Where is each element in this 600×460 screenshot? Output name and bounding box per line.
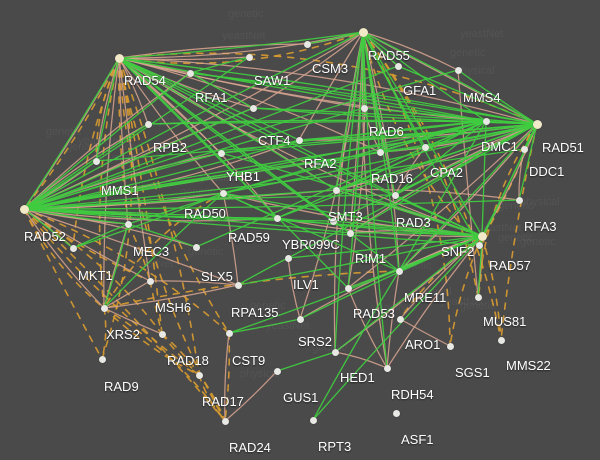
graph-node-mec3[interactable] [124, 220, 132, 228]
graph-node-rad9[interactable] [98, 355, 106, 363]
graph-node-rfa1[interactable] [186, 69, 194, 77]
graph-node-xrs2[interactable] [100, 304, 108, 312]
graph-node-hed1[interactable] [331, 348, 339, 356]
graph-node-mus81[interactable] [474, 293, 482, 301]
graph-node-gus1[interactable] [273, 367, 281, 375]
graph-node-rad3[interactable] [391, 191, 399, 199]
graph-node-rad55[interactable] [358, 27, 368, 37]
graph-node-csm3[interactable] [303, 40, 311, 48]
graph-node-yhb1[interactable] [217, 149, 225, 157]
graph-node-rad6[interactable] [360, 104, 368, 112]
graph-node-rfa3[interactable] [515, 196, 523, 204]
graph-node-rpb2[interactable] [144, 120, 152, 128]
graph-node-asf1[interactable] [392, 409, 400, 417]
graph-node-rad17[interactable] [195, 371, 203, 379]
graph-node-srs2[interactable] [296, 315, 304, 323]
graph-node-aro1[interactable] [396, 315, 404, 323]
graph-node-ctf4[interactable] [249, 104, 257, 112]
graph-node-rad18[interactable] [158, 330, 166, 338]
graph-node-cpa2[interactable] [421, 143, 429, 151]
graph-node-cst9[interactable] [225, 329, 233, 337]
graph-node-sgs1[interactable] [446, 342, 454, 350]
graph-node-rad57[interactable] [475, 241, 483, 249]
graph-node-ddc1[interactable] [520, 145, 528, 153]
graph-node-ybr099c[interactable] [329, 217, 337, 225]
graph-node-rad54[interactable] [114, 53, 124, 63]
graph-node-rad51[interactable] [532, 119, 542, 129]
graph-node-dmc1[interactable] [482, 117, 490, 125]
graph-node-rim1[interactable] [346, 229, 354, 237]
graph-node-mms4[interactable] [454, 66, 462, 74]
graph-node-mms22[interactable] [497, 336, 505, 344]
graph-node-rpt3[interactable] [309, 416, 317, 424]
graph-node-rdh54[interactable] [383, 364, 391, 372]
graph-node-rfa2[interactable] [295, 136, 303, 144]
graph-node-saw1[interactable] [245, 53, 253, 61]
graph-node-rpa135[interactable] [234, 281, 242, 289]
graph-node-rad16[interactable] [376, 148, 384, 156]
graph-node-rad52[interactable] [19, 204, 29, 214]
graph-node-rad59[interactable] [273, 214, 281, 222]
graph-node-mkt1[interactable] [69, 244, 77, 252]
graph-node-rad50[interactable] [219, 189, 227, 197]
graph-node-rad53[interactable] [344, 284, 352, 292]
graph-node-gfa1[interactable] [394, 62, 402, 70]
graph-node-msh6[interactable] [146, 277, 154, 285]
graph-node-slx5[interactable] [192, 243, 200, 251]
graph-node-rad24[interactable] [221, 417, 229, 425]
graph-node-smt3[interactable] [332, 186, 340, 194]
graph-node-mms1[interactable] [92, 157, 100, 165]
graph-node-ilv1[interactable] [284, 254, 292, 262]
graph-node-snf2[interactable] [477, 231, 487, 241]
graph-node-mre11[interactable] [395, 267, 403, 275]
